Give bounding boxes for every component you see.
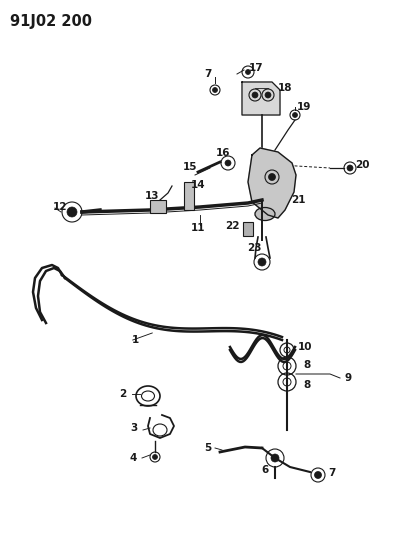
Circle shape bbox=[245, 69, 251, 75]
Text: 23: 23 bbox=[247, 243, 261, 253]
Circle shape bbox=[347, 165, 353, 171]
Circle shape bbox=[67, 207, 77, 217]
Text: 12: 12 bbox=[53, 202, 67, 212]
Text: 6: 6 bbox=[261, 465, 269, 475]
Text: 7: 7 bbox=[328, 468, 336, 478]
Text: 11: 11 bbox=[191, 223, 205, 233]
Circle shape bbox=[265, 92, 271, 98]
Text: 15: 15 bbox=[183, 162, 197, 172]
Text: 91J02 200: 91J02 200 bbox=[10, 14, 92, 29]
Text: 14: 14 bbox=[191, 180, 205, 190]
Text: 5: 5 bbox=[205, 443, 212, 453]
Circle shape bbox=[269, 174, 275, 181]
Text: 7: 7 bbox=[205, 69, 212, 79]
FancyBboxPatch shape bbox=[243, 222, 253, 236]
Text: 19: 19 bbox=[297, 102, 311, 112]
Text: 4: 4 bbox=[129, 453, 137, 463]
Text: 8: 8 bbox=[304, 360, 311, 370]
Ellipse shape bbox=[255, 207, 275, 221]
Circle shape bbox=[314, 472, 322, 479]
Circle shape bbox=[271, 454, 279, 462]
Circle shape bbox=[258, 258, 266, 266]
Text: 17: 17 bbox=[249, 63, 263, 73]
Circle shape bbox=[213, 87, 217, 93]
Circle shape bbox=[225, 160, 231, 166]
FancyBboxPatch shape bbox=[150, 200, 166, 213]
Text: 22: 22 bbox=[225, 221, 239, 231]
Polygon shape bbox=[248, 148, 296, 218]
Text: 20: 20 bbox=[355, 160, 369, 170]
Text: 10: 10 bbox=[298, 342, 312, 352]
Text: 13: 13 bbox=[145, 191, 159, 201]
Text: 1: 1 bbox=[132, 335, 139, 345]
Circle shape bbox=[152, 455, 158, 459]
Text: 2: 2 bbox=[119, 389, 127, 399]
Circle shape bbox=[292, 112, 298, 117]
Text: 21: 21 bbox=[291, 195, 305, 205]
Text: 9: 9 bbox=[344, 373, 352, 383]
Text: 16: 16 bbox=[216, 148, 230, 158]
Polygon shape bbox=[242, 82, 280, 115]
Circle shape bbox=[252, 92, 258, 98]
Text: 8: 8 bbox=[304, 380, 311, 390]
Text: 3: 3 bbox=[130, 423, 138, 433]
FancyBboxPatch shape bbox=[184, 182, 194, 210]
Text: 18: 18 bbox=[278, 83, 292, 93]
